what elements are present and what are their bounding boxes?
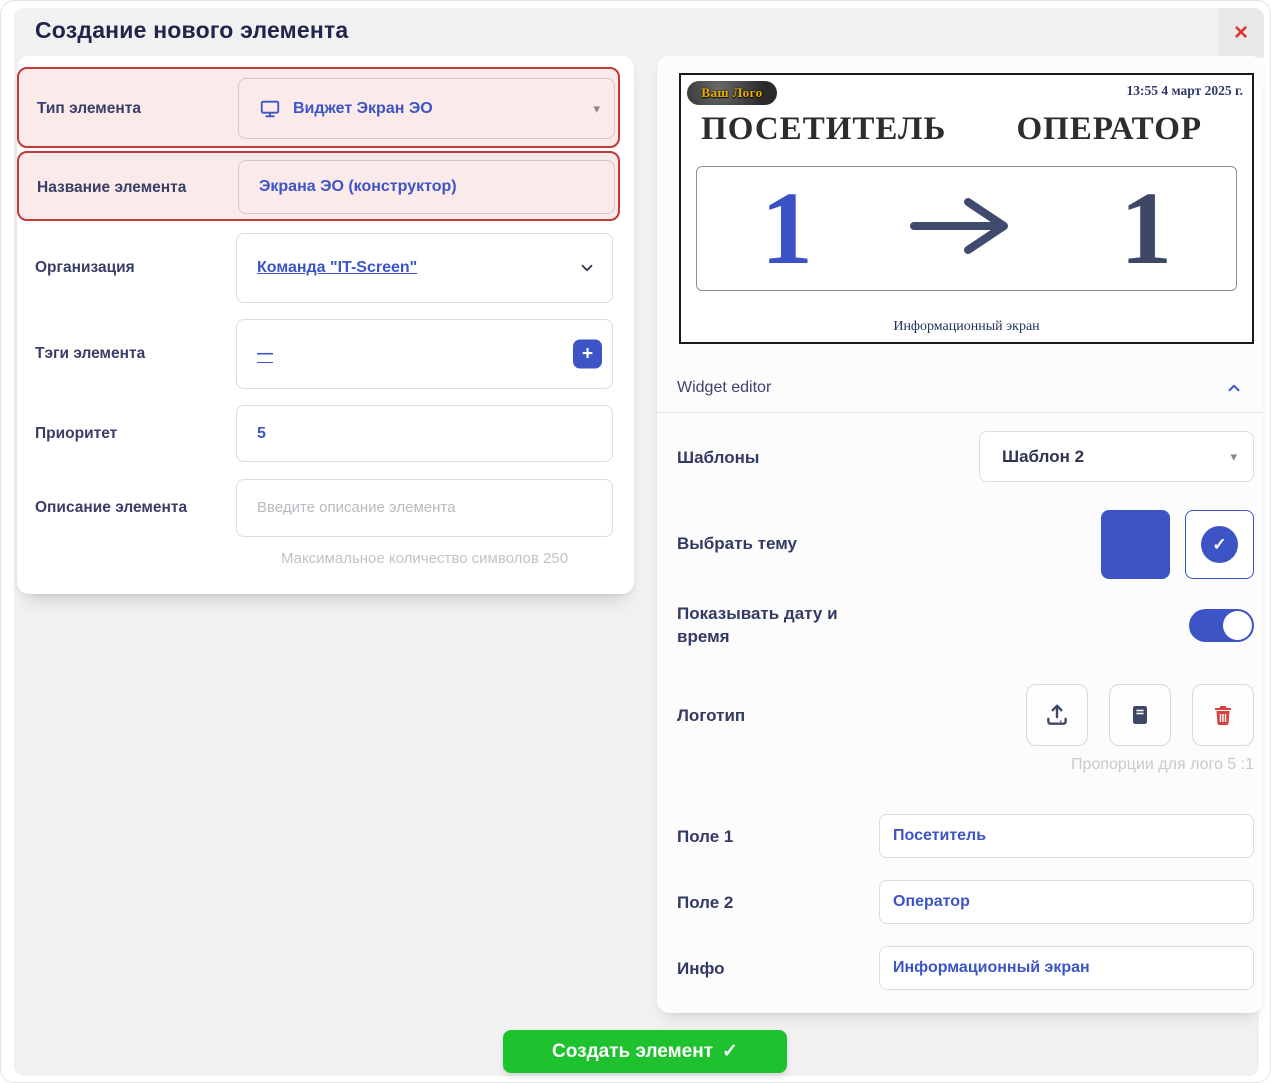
field1-label: Поле 1 (677, 827, 734, 846)
field-row-name: Название элемента Экрана ЭО (конструктор… (17, 151, 620, 221)
tags-empty-value: — (257, 344, 273, 364)
info-label: Инфо (677, 959, 725, 978)
preview-right-number: 1 (1120, 170, 1173, 286)
book-icon (1128, 703, 1152, 727)
template-select[interactable]: Шаблон 2 ▾ (979, 431, 1254, 482)
logo-proportions-hint: Пропорции для лого 5 :1 (1071, 756, 1254, 773)
preview-number-box: 1 1 (696, 166, 1237, 291)
info-input[interactable] (880, 959, 1253, 977)
field-row-priority: Приоритет (17, 405, 620, 462)
submit-label: Создать элемент (552, 1040, 714, 1062)
type-select[interactable]: Виджет Экран ЭО ▾ (238, 78, 615, 139)
check-icon: ✓ (1201, 526, 1238, 563)
field-row-org: Организация Команда "IT-Screen" (17, 233, 620, 303)
widget-editor-header[interactable]: Widget editor (677, 368, 1243, 408)
field-row-tags: Тэги элемента — + (17, 319, 620, 389)
priority-input[interactable] (237, 424, 612, 443)
trash-icon (1211, 703, 1235, 727)
caret-down-icon: ▾ (593, 100, 600, 116)
add-tag-button[interactable]: + (573, 339, 602, 369)
templates-label: Шаблоны (677, 448, 760, 467)
theme-label: Выбрать тему (677, 534, 797, 553)
description-input[interactable] (237, 499, 612, 517)
arrow-right-icon (877, 194, 1057, 263)
theme-swatch-selected[interactable]: ✓ (1185, 510, 1254, 579)
chevron-down-icon (578, 259, 596, 277)
field-row-description: Описание элемента (17, 479, 620, 537)
monitor-icon (259, 98, 281, 120)
field2-box (879, 880, 1254, 924)
field2-input[interactable] (880, 893, 1253, 911)
type-label: Тип элемента (37, 100, 141, 117)
editor-divider (657, 412, 1263, 413)
org-select[interactable]: Команда "IT-Screen" (236, 233, 613, 303)
description-field (236, 479, 613, 537)
chevron-up-icon[interactable] (1225, 379, 1243, 397)
preview-headers: ПОСЕТИТЕЛЬ ОПЕРАТОР (681, 111, 1252, 148)
show-datetime-label: Показывать дату и время (677, 604, 838, 646)
template-value: Шаблон 2 (1002, 446, 1085, 466)
preview-logo: Ваш Лого (687, 81, 777, 105)
check-icon: ✓ (722, 1041, 738, 1062)
theme-swatch-blue[interactable] (1101, 510, 1170, 579)
widget-preview-card: Ваш Лого 13:55 4 март 2025 г. ПОСЕТИТЕЛЬ… (657, 56, 1263, 1013)
preview-info-text: Информационный экран (893, 319, 1040, 334)
tags-field[interactable]: — + (236, 319, 613, 389)
name-label: Название элемента (37, 179, 187, 196)
org-value-link[interactable]: Команда "IT-Screen" (257, 259, 418, 276)
field-row-type: Тип элемента Виджет Экран ЭО ▾ (17, 67, 620, 148)
org-label: Организация (35, 259, 135, 276)
description-hint: Максимальное количество символов 250 (280, 550, 569, 567)
toggle-knob (1223, 611, 1252, 640)
create-element-button[interactable]: Создать элемент ✓ (503, 1030, 787, 1073)
plus-icon: + (581, 343, 594, 364)
priority-label: Приоритет (35, 425, 118, 442)
preview-datetime: 13:55 4 март 2025 г. (1126, 83, 1243, 98)
name-value: Экрана ЭО (конструктор) (259, 178, 457, 195)
field2-label: Поле 2 (677, 893, 734, 912)
type-value: Виджет Экран ЭО (293, 99, 433, 117)
field1-box (879, 814, 1254, 858)
show-datetime-toggle[interactable] (1189, 609, 1254, 642)
field1-input[interactable] (880, 827, 1253, 845)
close-button[interactable]: × (1218, 8, 1264, 58)
logo-delete-button[interactable] (1192, 684, 1254, 746)
page-title: Создание нового элемента (35, 17, 349, 43)
preview-left-number: 1 (760, 170, 813, 286)
info-box (879, 946, 1254, 990)
caret-down-icon: ▾ (1230, 448, 1237, 464)
description-label: Описание элемента (35, 499, 188, 516)
logo-label: Логотип (677, 706, 746, 725)
logo-library-button[interactable] (1109, 684, 1171, 746)
preview-field2-header: ОПЕРАТОР (1016, 111, 1203, 147)
priority-field (236, 405, 613, 462)
element-form-card: Тип элемента Виджет Экран ЭО ▾ Название … (17, 56, 634, 594)
widget-preview: Ваш Лого 13:55 4 март 2025 г. ПОСЕТИТЕЛЬ… (679, 73, 1254, 344)
widget-editor-title: Widget editor (677, 379, 772, 396)
name-input[interactable]: Экрана ЭО (конструктор) (238, 160, 615, 214)
preview-field1-header: ПОСЕТИТЕЛЬ (701, 111, 947, 147)
tags-label: Тэги элемента (35, 345, 146, 362)
upload-icon (1044, 702, 1070, 728)
close-icon: × (1233, 19, 1248, 46)
logo-upload-button[interactable] (1026, 684, 1088, 746)
